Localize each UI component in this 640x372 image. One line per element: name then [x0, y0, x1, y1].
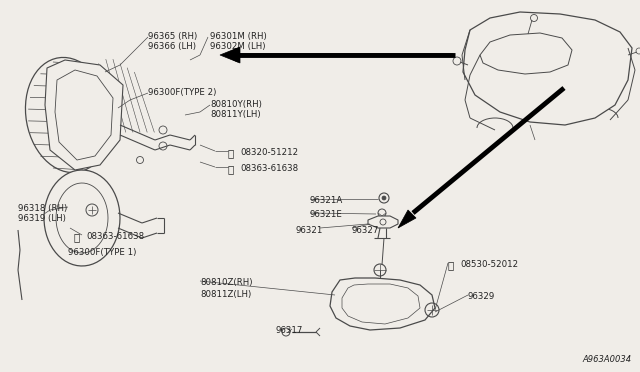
Text: 96302M (LH): 96302M (LH)	[210, 42, 266, 51]
Polygon shape	[26, 58, 111, 173]
Text: Ⓢ: Ⓢ	[228, 148, 234, 158]
Text: 96318 (RH): 96318 (RH)	[18, 204, 67, 213]
Polygon shape	[44, 170, 120, 266]
Text: 80810Y(RH): 80810Y(RH)	[210, 100, 262, 109]
Text: 96300F(TYPE 1): 96300F(TYPE 1)	[68, 248, 136, 257]
Text: 96365 (RH): 96365 (RH)	[148, 32, 197, 41]
Text: 96319 (LH): 96319 (LH)	[18, 214, 66, 223]
Polygon shape	[45, 60, 123, 170]
Text: 08530-52012: 08530-52012	[460, 260, 518, 269]
Text: 80810Z(RH): 80810Z(RH)	[200, 278, 253, 287]
Text: 08363-61638: 08363-61638	[240, 164, 298, 173]
Text: 96327: 96327	[352, 226, 380, 235]
Text: 08320-51212: 08320-51212	[240, 148, 298, 157]
Text: 96321: 96321	[295, 226, 323, 235]
Text: 96317: 96317	[275, 326, 302, 335]
Polygon shape	[463, 12, 632, 125]
Text: 80811Z(LH): 80811Z(LH)	[200, 290, 252, 299]
Polygon shape	[220, 47, 240, 63]
Text: 96329: 96329	[468, 292, 495, 301]
Polygon shape	[398, 210, 416, 228]
Text: 08363-61638: 08363-61638	[86, 232, 144, 241]
Text: 96321A: 96321A	[310, 196, 343, 205]
Text: 96301M (RH): 96301M (RH)	[210, 32, 267, 41]
Text: 80811Y(LH): 80811Y(LH)	[210, 110, 260, 119]
Polygon shape	[330, 278, 435, 330]
Text: 96366 (LH): 96366 (LH)	[148, 42, 196, 51]
Text: Ⓢ: Ⓢ	[74, 232, 80, 242]
Circle shape	[382, 196, 386, 200]
Text: Ⓢ: Ⓢ	[228, 164, 234, 174]
Polygon shape	[368, 216, 398, 228]
Text: 96300F(TYPE 2): 96300F(TYPE 2)	[148, 88, 216, 97]
Text: 96321E: 96321E	[310, 210, 343, 219]
Text: A963A0034: A963A0034	[583, 355, 632, 364]
Text: Ⓢ: Ⓢ	[448, 260, 454, 270]
